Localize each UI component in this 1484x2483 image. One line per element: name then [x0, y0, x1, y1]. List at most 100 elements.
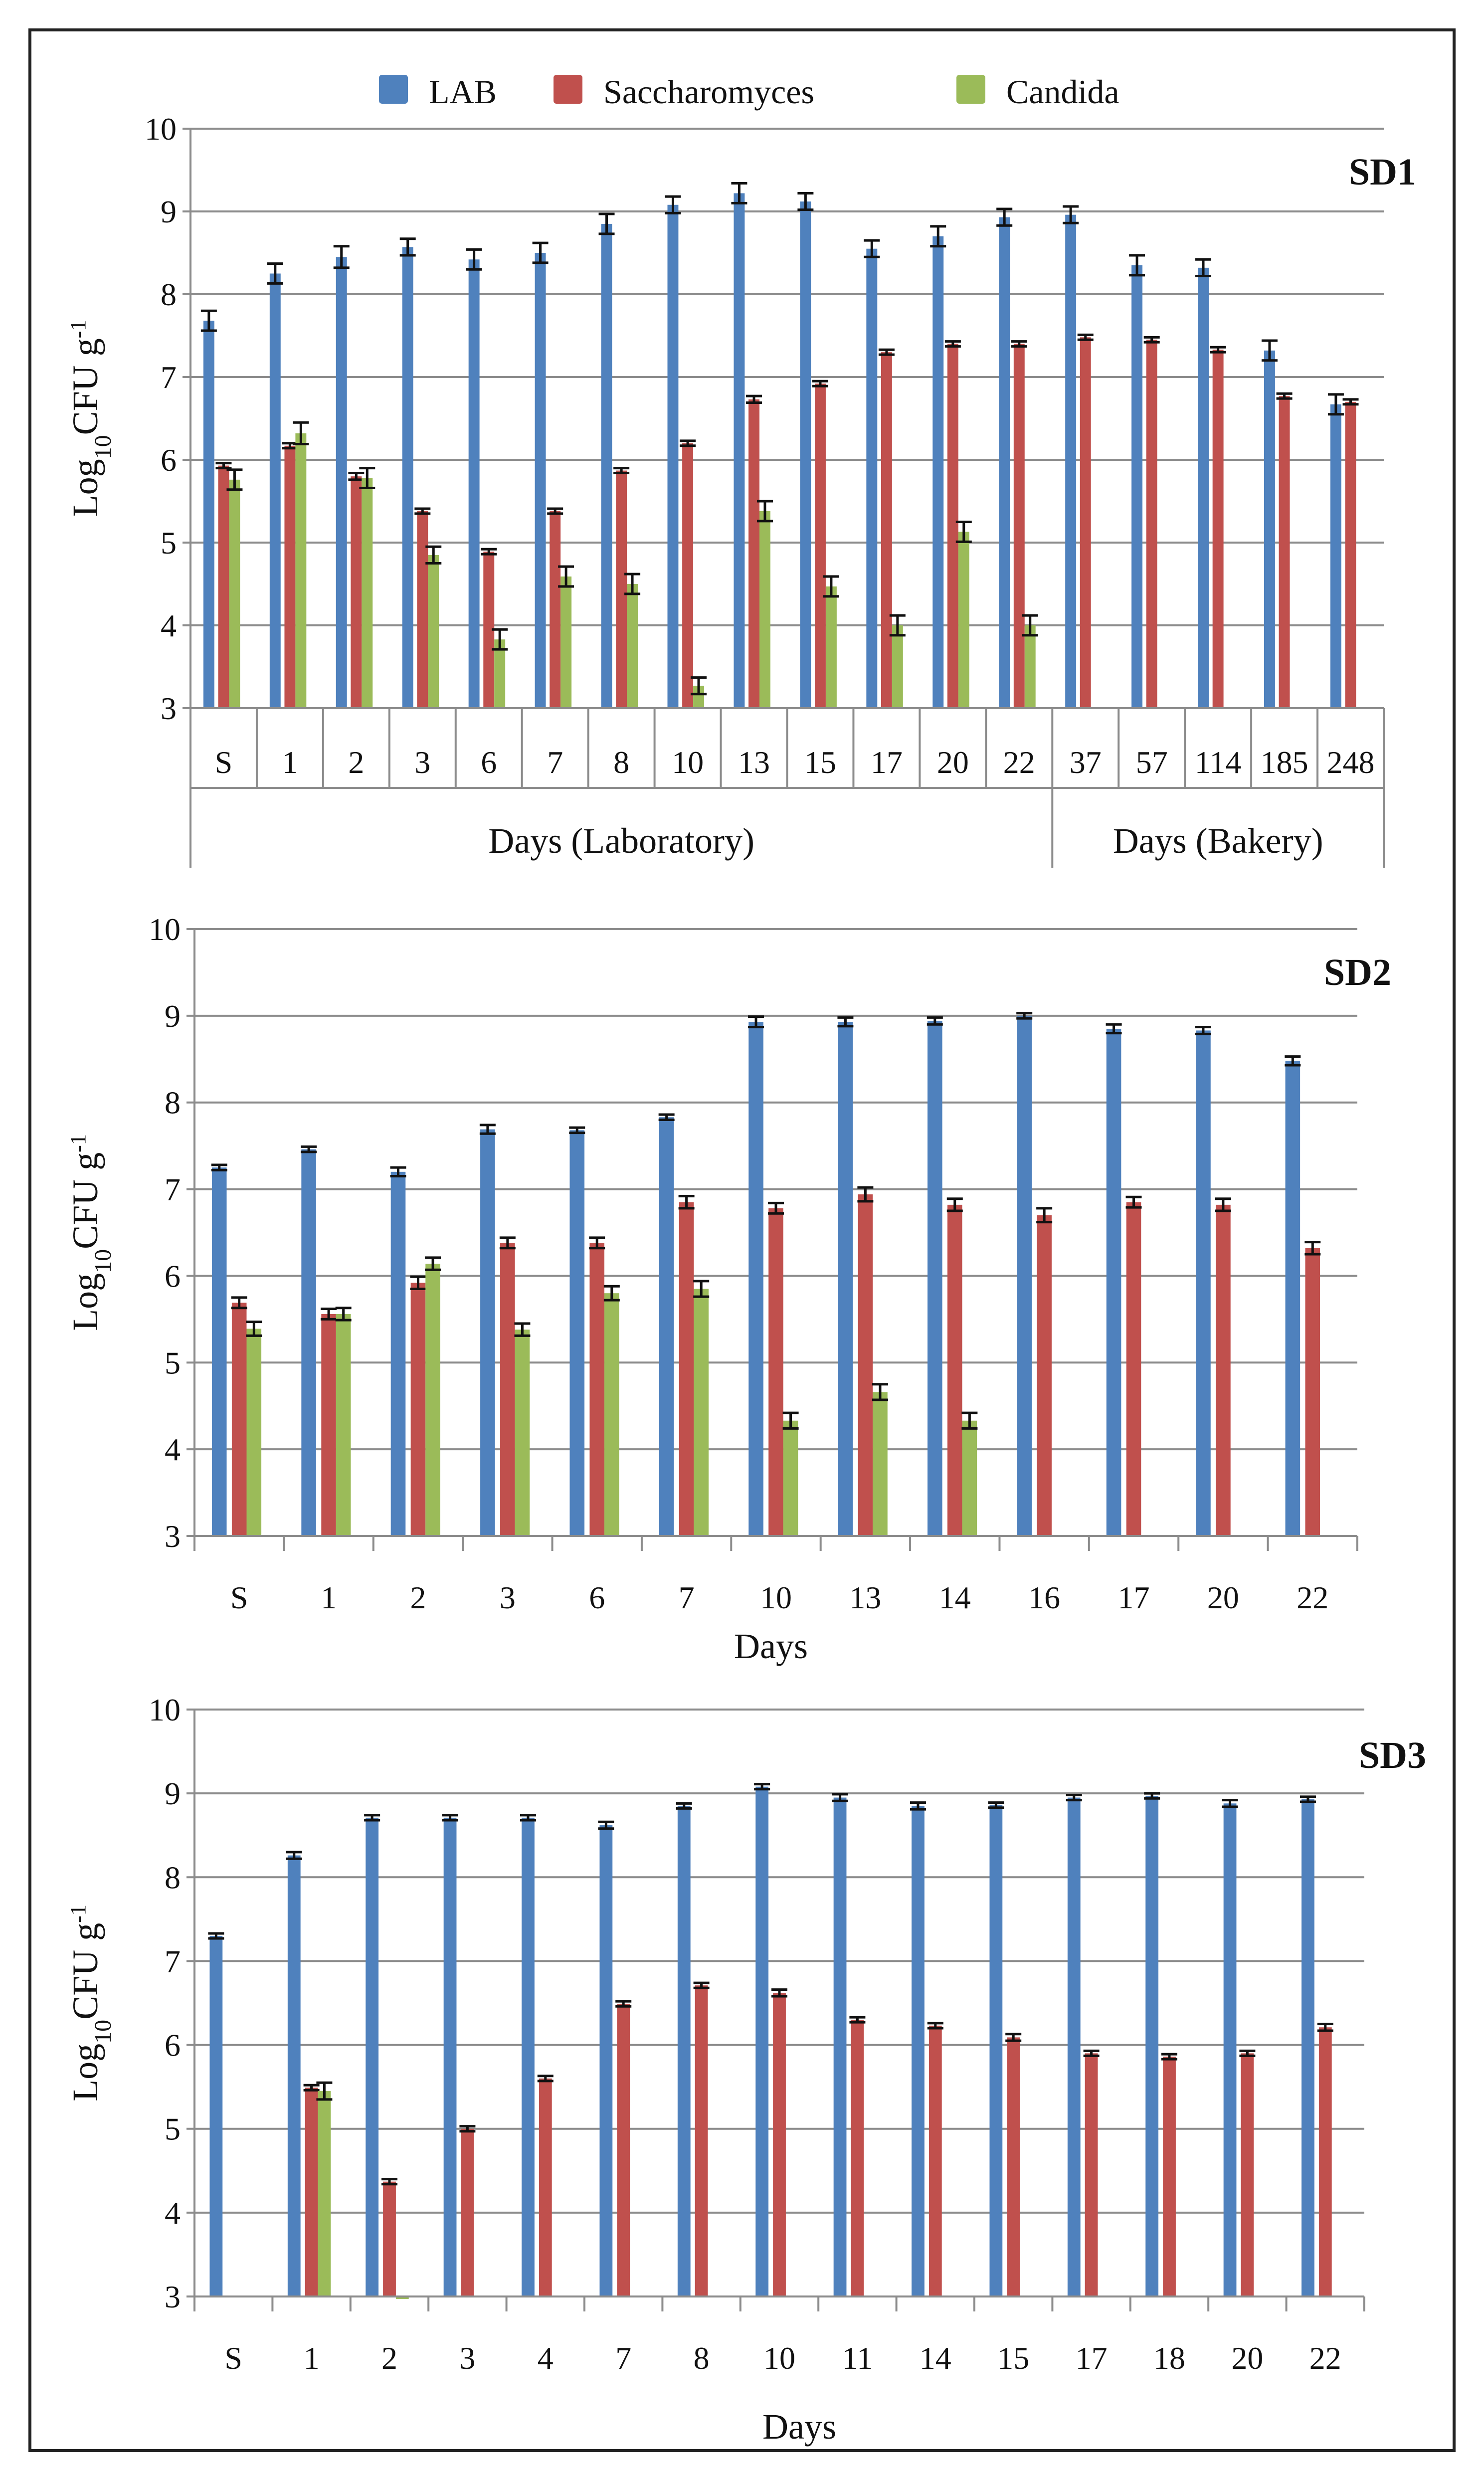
y-tick-label: 6 — [165, 1258, 181, 1294]
bar-lab-15 — [989, 1805, 1003, 2296]
error-bar-lab-14 — [927, 1016, 943, 1026]
bar-lab-8 — [601, 223, 612, 708]
y-tick-label: 10 — [149, 1692, 181, 1727]
bar-lab-3 — [443, 1817, 457, 2296]
bar-saccharomyces-10 — [773, 1993, 786, 2296]
legend-swatch-saccharomyces — [554, 75, 582, 104]
y-axis-label: Log10CFU g-1 — [65, 320, 116, 517]
x-tick-label: 14 — [939, 1580, 971, 1615]
error-bar-saccharomyces-37 — [1077, 333, 1094, 341]
bar-saccharomyces-57 — [1146, 340, 1157, 708]
error-bar-lab-7 — [532, 241, 549, 264]
bar-saccharomyces-17 — [881, 352, 892, 708]
x-tick-label: 37 — [1070, 745, 1102, 780]
bar-saccharomyces-17 — [1085, 2053, 1098, 2296]
bar-lab-10 — [755, 1786, 769, 2296]
y-axis-label-base: Log — [65, 459, 105, 517]
error-bar-lab-15 — [988, 1801, 1004, 1809]
bar-lab-37 — [1065, 214, 1077, 708]
error-bar-saccharomyces-3 — [459, 2125, 476, 2133]
y-axis-label-base: Log — [65, 1273, 105, 1331]
bar-lab-22 — [999, 217, 1010, 708]
error-bar-candida-13 — [872, 1383, 888, 1401]
error-bar-saccharomyces-114 — [1210, 346, 1226, 354]
error-bar-candida-14 — [961, 1411, 978, 1430]
x-tick-label: 248 — [1327, 745, 1375, 780]
error-bar-saccharomyces-2 — [410, 1275, 426, 1291]
y-tick-label: 8 — [165, 1085, 181, 1121]
bar-saccharomyces-7 — [679, 1202, 694, 1536]
error-bar-lab-248 — [1327, 393, 1344, 416]
error-bar-saccharomyces-22 — [1011, 340, 1027, 348]
error-bar-candida-2 — [359, 467, 375, 489]
error-bar-saccharomyces-248 — [1342, 398, 1359, 406]
x-tick-label: 20 — [937, 745, 969, 780]
figure-border — [28, 28, 1456, 2452]
error-bar-saccharomyces-17 — [1083, 2049, 1100, 2057]
y-tick-label: 9 — [161, 194, 177, 229]
bar-lab-1 — [301, 1149, 316, 1536]
bar-saccharomyces-S — [231, 1303, 247, 1536]
x-tick-label: 17 — [1118, 1580, 1150, 1615]
bar-lab-10 — [667, 204, 679, 709]
y-tick-label: 6 — [161, 442, 177, 478]
error-bar-saccharomyces-17 — [878, 348, 895, 356]
error-bar-lab-3 — [442, 1814, 458, 1822]
bar-candida-20 — [958, 532, 969, 708]
error-bar-lab-114 — [1195, 258, 1212, 277]
error-bar-saccharomyces-20 — [1239, 2049, 1256, 2057]
error-bar-saccharomyces-15 — [1005, 2033, 1022, 2042]
bar-saccharomyces-15 — [1007, 2037, 1020, 2296]
error-bar-saccharomyces-6 — [589, 1236, 605, 1250]
bar-candida-1 — [295, 433, 307, 708]
y-tick-label: 8 — [165, 1860, 181, 1895]
bar-lab-14 — [912, 1806, 925, 2296]
bar-saccharomyces-22 — [1305, 1248, 1320, 1536]
bar-lab-3 — [480, 1129, 495, 1536]
error-bar-lab-6 — [466, 248, 482, 271]
y-tick-label: 7 — [165, 1172, 181, 1207]
x-tick-label: 6 — [481, 745, 497, 780]
x-tick-label: 11 — [842, 2340, 873, 2376]
y-tick-label: 4 — [165, 1432, 181, 1467]
bar-lab-2 — [366, 1817, 379, 2296]
x-tick-label: 2 — [410, 1580, 426, 1615]
bar-candida-6 — [494, 639, 506, 708]
error-bar-candida-6 — [603, 1285, 620, 1302]
error-bar-saccharomyces-20 — [1215, 1197, 1231, 1212]
bar-lab-114 — [1198, 267, 1209, 708]
bar-candida-7 — [560, 576, 572, 708]
x-axis-label: Days — [762, 2407, 836, 2447]
bar-lab-4 — [522, 1817, 535, 2296]
error-bar-saccharomyces-S — [231, 1296, 247, 1310]
bar-saccharomyces-37 — [1080, 337, 1091, 708]
bar-lab-22 — [1301, 1799, 1314, 2296]
bar-saccharomyces-13 — [858, 1194, 873, 1536]
error-bar-lab-15 — [797, 191, 814, 211]
error-bar-saccharomyces-22 — [1304, 1241, 1321, 1256]
error-bar-candida-3 — [425, 545, 442, 565]
bar-saccharomyces-248 — [1345, 401, 1356, 708]
error-bar-saccharomyces-7 — [547, 507, 563, 515]
y-axis-label-sub: 10 — [90, 2020, 116, 2044]
error-bar-lab-7 — [658, 1113, 675, 1121]
error-bar-candida-1 — [316, 2081, 333, 2101]
error-bar-lab-1 — [267, 262, 283, 285]
error-bar-lab-8 — [598, 212, 615, 235]
x-tick-label: S — [215, 745, 233, 780]
bar-lab-2 — [390, 1171, 406, 1536]
y-tick-label: 5 — [161, 525, 177, 561]
y-tick-label: 9 — [165, 1776, 181, 1811]
error-bar-candida-20 — [955, 521, 972, 543]
bar-saccharomyces-1 — [321, 1314, 336, 1536]
x-tick-label: 15 — [997, 2340, 1029, 2376]
bar-lab-S — [209, 1935, 223, 2296]
bar-candida-S — [229, 479, 240, 708]
x-tick-label: 7 — [679, 1580, 695, 1615]
legend-label-lab: LAB — [429, 73, 497, 111]
bar-lab-57 — [1131, 265, 1143, 708]
legend-label-saccharomyces: Saccharomyces — [603, 73, 814, 111]
error-bar-lab-2 — [333, 245, 350, 269]
